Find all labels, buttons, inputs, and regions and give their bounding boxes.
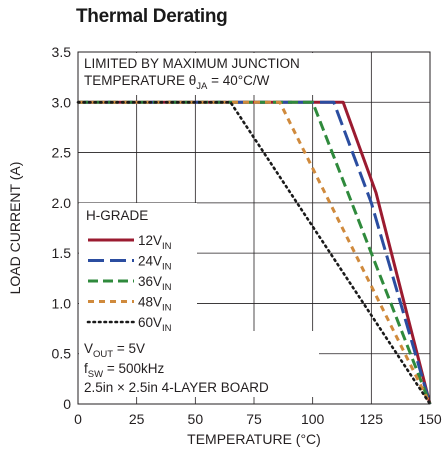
x-axis-label: TEMPERATURE (°C) [187,431,321,447]
x-tick-label-2: 50 [188,411,204,427]
plot-frame [77,51,431,405]
limit-note-background [79,53,361,95]
legend-title: H-GRADE [86,208,148,223]
y-tick-label-4: 2.0 [52,195,72,211]
chart-title: Thermal Derating [76,6,228,27]
x-tick-label-5: 125 [360,411,384,427]
y-tick-label-1: 0.5 [52,346,72,362]
tick-labels: 0 25 50 75 100 125 150 0 0.5 1.0 1.5 2.0 2.5 3.0 3.5 [52,44,442,427]
limit-note-line2: TEMPERATURE θJA = 40°C/W [84,73,270,92]
y-tick-label-5: 2.5 [52,145,72,161]
limit-note-line1: LIMITED BY MAXIMUM JUNCTION [84,56,300,71]
series-line-60vin [76,100,432,406]
series-line-24vin [78,100,432,405]
x-tick-label-4: 100 [301,411,325,427]
y-axis-label: LOAD CURRENT (A) [7,162,23,295]
x-tick-label-6: 150 [418,411,442,427]
annotations [79,53,361,397]
conditions-fsw: fSW = 500kHz [84,361,164,380]
legend-background [79,203,197,331]
text-labels: LIMITED BY MAXIMUM JUNCTION TEMPERATURE θ… [7,56,321,447]
x-tick-label-3: 75 [246,411,262,427]
x-tick-label-0: 0 [74,411,82,427]
conditions-board: 2.5in × 2.5in 4-LAYER BOARD [84,380,269,395]
y-tick-label-2: 1.0 [52,295,72,311]
x-tick-label-1: 25 [129,411,145,427]
y-tick-label-6: 3.0 [52,94,72,110]
conditions-background [79,331,319,397]
series-lines [76,100,432,406]
y-tick-label-7: 3.5 [52,44,72,60]
y-tick-label-0: 0 [63,396,71,412]
y-tick-label-3: 1.5 [52,245,72,261]
